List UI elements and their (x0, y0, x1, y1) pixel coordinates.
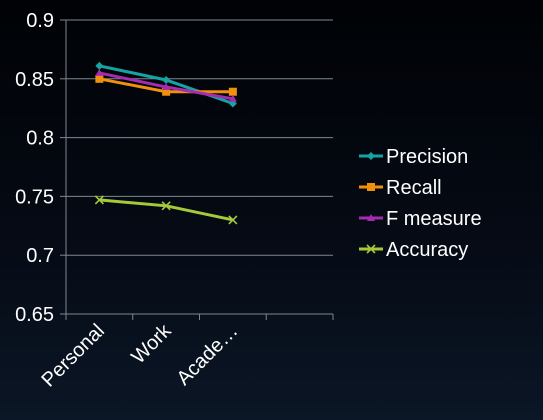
data-point-recall (162, 87, 171, 96)
data-point-f-measure (95, 68, 104, 76)
y-tick-label: 0.9 (26, 10, 54, 32)
chart-series (94, 61, 238, 225)
series-f-measure (95, 68, 237, 102)
data-point-precision (95, 61, 104, 70)
x-tick-label: Acade… (173, 320, 243, 390)
y-tick-label: 0.75 (15, 186, 54, 208)
data-point-accuracy (228, 215, 238, 225)
series-accuracy (94, 195, 238, 225)
x-tick-label: Work (127, 319, 176, 368)
legend-label: F measure (386, 208, 482, 230)
series-recall (95, 74, 237, 96)
chart-legend: Precision Recall F measure Accuracy (359, 146, 482, 261)
data-point-precision (162, 75, 171, 84)
data-point-accuracy (94, 195, 104, 205)
legend-marker-accuracy (366, 244, 376, 254)
y-axis-tick-labels: 0.9 0.85 0.8 0.75 0.7 0.65 (15, 10, 54, 326)
data-point-accuracy (161, 201, 171, 211)
series-line-accuracy (99, 198, 234, 222)
legend-marker-recall (367, 183, 375, 191)
legend-label: Recall (386, 177, 442, 199)
legend-item-precision: Precision (359, 146, 468, 168)
chart-gridlines (66, 19, 333, 315)
data-point-recall (228, 87, 237, 96)
y-tick-label: 0.65 (15, 304, 54, 326)
legend-item-accuracy: Accuracy (359, 239, 468, 261)
legend-label: Precision (386, 146, 468, 168)
data-point-f-measure (162, 83, 171, 91)
data-point-f-measure (228, 94, 237, 102)
legend-label: Accuracy (386, 239, 468, 261)
legend-marker-precision (367, 152, 375, 160)
legend-marker-f-measure (367, 214, 375, 221)
legend-item-f-measure: F measure (359, 208, 482, 230)
x-axis-tick-labels: Personal WorkAcade… (38, 319, 243, 391)
legend-item-recall: Recall (359, 177, 442, 199)
x-tick-label: Personal (38, 320, 109, 391)
y-tick-label: 0.85 (15, 69, 54, 91)
chart-axes (60, 19, 334, 320)
data-point-recall (95, 74, 104, 83)
y-tick-label: 0.8 (26, 128, 54, 150)
y-tick-label: 0.7 (26, 245, 54, 267)
